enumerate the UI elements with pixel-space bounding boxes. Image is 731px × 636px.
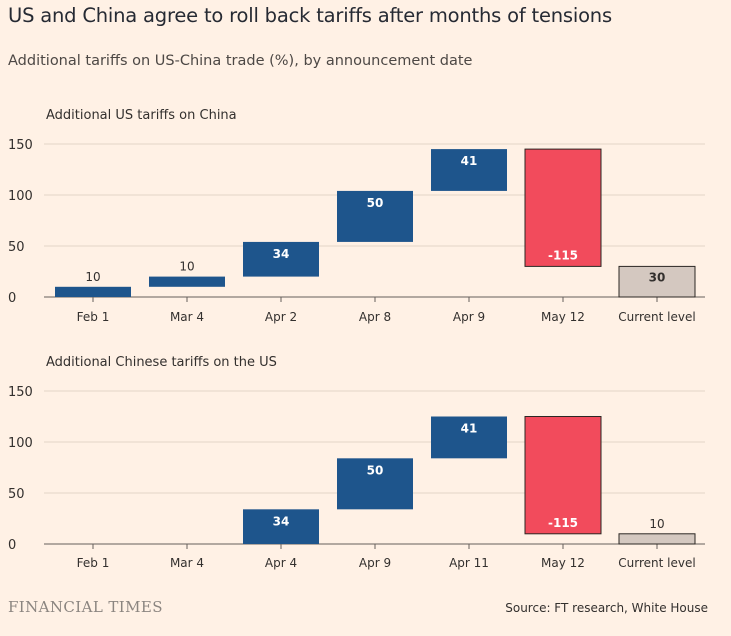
bar-decrease <box>524 416 602 535</box>
x-category-label: Apr 9 <box>453 310 485 324</box>
x-category-label: Apr 4 <box>265 556 297 570</box>
data-label: 34 <box>273 247 290 261</box>
data-label: 10 <box>179 260 194 274</box>
bar-increase <box>149 276 225 287</box>
data-label: 41 <box>461 422 478 436</box>
y-tick-label: 0 <box>8 538 16 553</box>
data-label: 50 <box>367 463 384 477</box>
bar-increase <box>337 190 413 242</box>
x-category-label: Mar 4 <box>170 556 204 570</box>
y-tick-label: 100 <box>8 189 33 204</box>
x-category-label: Feb 1 <box>77 556 110 570</box>
bar-increase <box>431 149 507 191</box>
source-note: Source: FT research, White House <box>505 601 708 615</box>
y-tick-label: 0 <box>8 291 16 306</box>
panel-title: Additional US tariffs on China <box>46 108 237 123</box>
bar-current-level <box>618 533 696 545</box>
data-label: 10 <box>85 270 100 284</box>
y-tick-label: 150 <box>8 138 33 153</box>
x-category-label: Current level <box>618 556 695 570</box>
y-tick-label: 50 <box>8 487 25 502</box>
panel-title: Additional Chinese tariffs on the US <box>46 355 277 370</box>
x-category-label: Mar 4 <box>170 310 204 324</box>
bar-increase <box>243 509 319 544</box>
x-category-label: Current level <box>618 310 695 324</box>
data-label: -115 <box>548 248 578 262</box>
data-label: 41 <box>461 154 478 168</box>
y-tick-label: 50 <box>8 240 25 255</box>
x-category-label: Apr 11 <box>449 556 489 570</box>
chart-title: US and China agree to roll back tariffs … <box>8 4 612 27</box>
data-label: -115 <box>548 516 578 530</box>
x-category-label: Apr 2 <box>265 310 297 324</box>
bar-increase <box>431 416 507 459</box>
x-category-label: Feb 1 <box>77 310 110 324</box>
x-category-label: May 12 <box>541 310 585 324</box>
bar-increase <box>337 458 413 510</box>
y-tick-label: 100 <box>8 436 33 451</box>
data-label: 50 <box>367 196 384 210</box>
x-category-label: May 12 <box>541 556 585 570</box>
bar-increase <box>55 286 131 297</box>
x-category-label: Apr 8 <box>359 310 391 324</box>
data-label: 10 <box>649 517 664 531</box>
x-category-label: Apr 9 <box>359 556 391 570</box>
chart-subtitle: Additional tariffs on US-China trade (%)… <box>8 53 473 69</box>
bar-current-level <box>618 265 696 298</box>
data-label: 34 <box>273 514 290 528</box>
y-tick-label: 150 <box>8 385 33 400</box>
ft-logo: FINANCIAL TIMES <box>8 598 163 616</box>
bar-decrease <box>524 148 602 267</box>
bar-increase <box>243 241 319 277</box>
data-label: 30 <box>649 270 666 284</box>
